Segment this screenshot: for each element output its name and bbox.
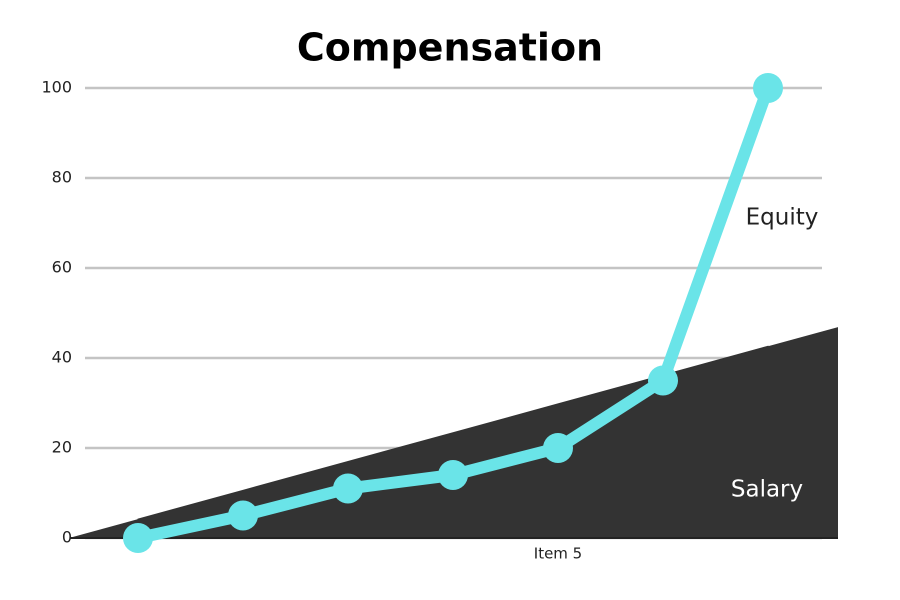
y-tick-label: 100 bbox=[41, 78, 72, 97]
series-label: Equity bbox=[746, 205, 819, 231]
area-extension bbox=[70, 519, 138, 538]
area-extension bbox=[768, 327, 838, 538]
y-tick-label: 0 bbox=[62, 528, 72, 547]
x-tick-label: Item 5 bbox=[534, 545, 582, 563]
chart-title: Compensation bbox=[297, 26, 603, 70]
marker bbox=[543, 433, 573, 463]
marker bbox=[753, 73, 783, 103]
y-tick-label: 60 bbox=[52, 258, 72, 277]
y-tick-label: 80 bbox=[52, 168, 72, 187]
marker bbox=[333, 473, 363, 504]
marker bbox=[123, 523, 153, 553]
marker bbox=[648, 365, 678, 396]
series-label: Salary bbox=[731, 477, 803, 503]
y-tick-label: 40 bbox=[52, 348, 72, 367]
marker bbox=[438, 460, 468, 490]
marker bbox=[228, 500, 258, 531]
y-tick-label: 20 bbox=[52, 438, 72, 457]
